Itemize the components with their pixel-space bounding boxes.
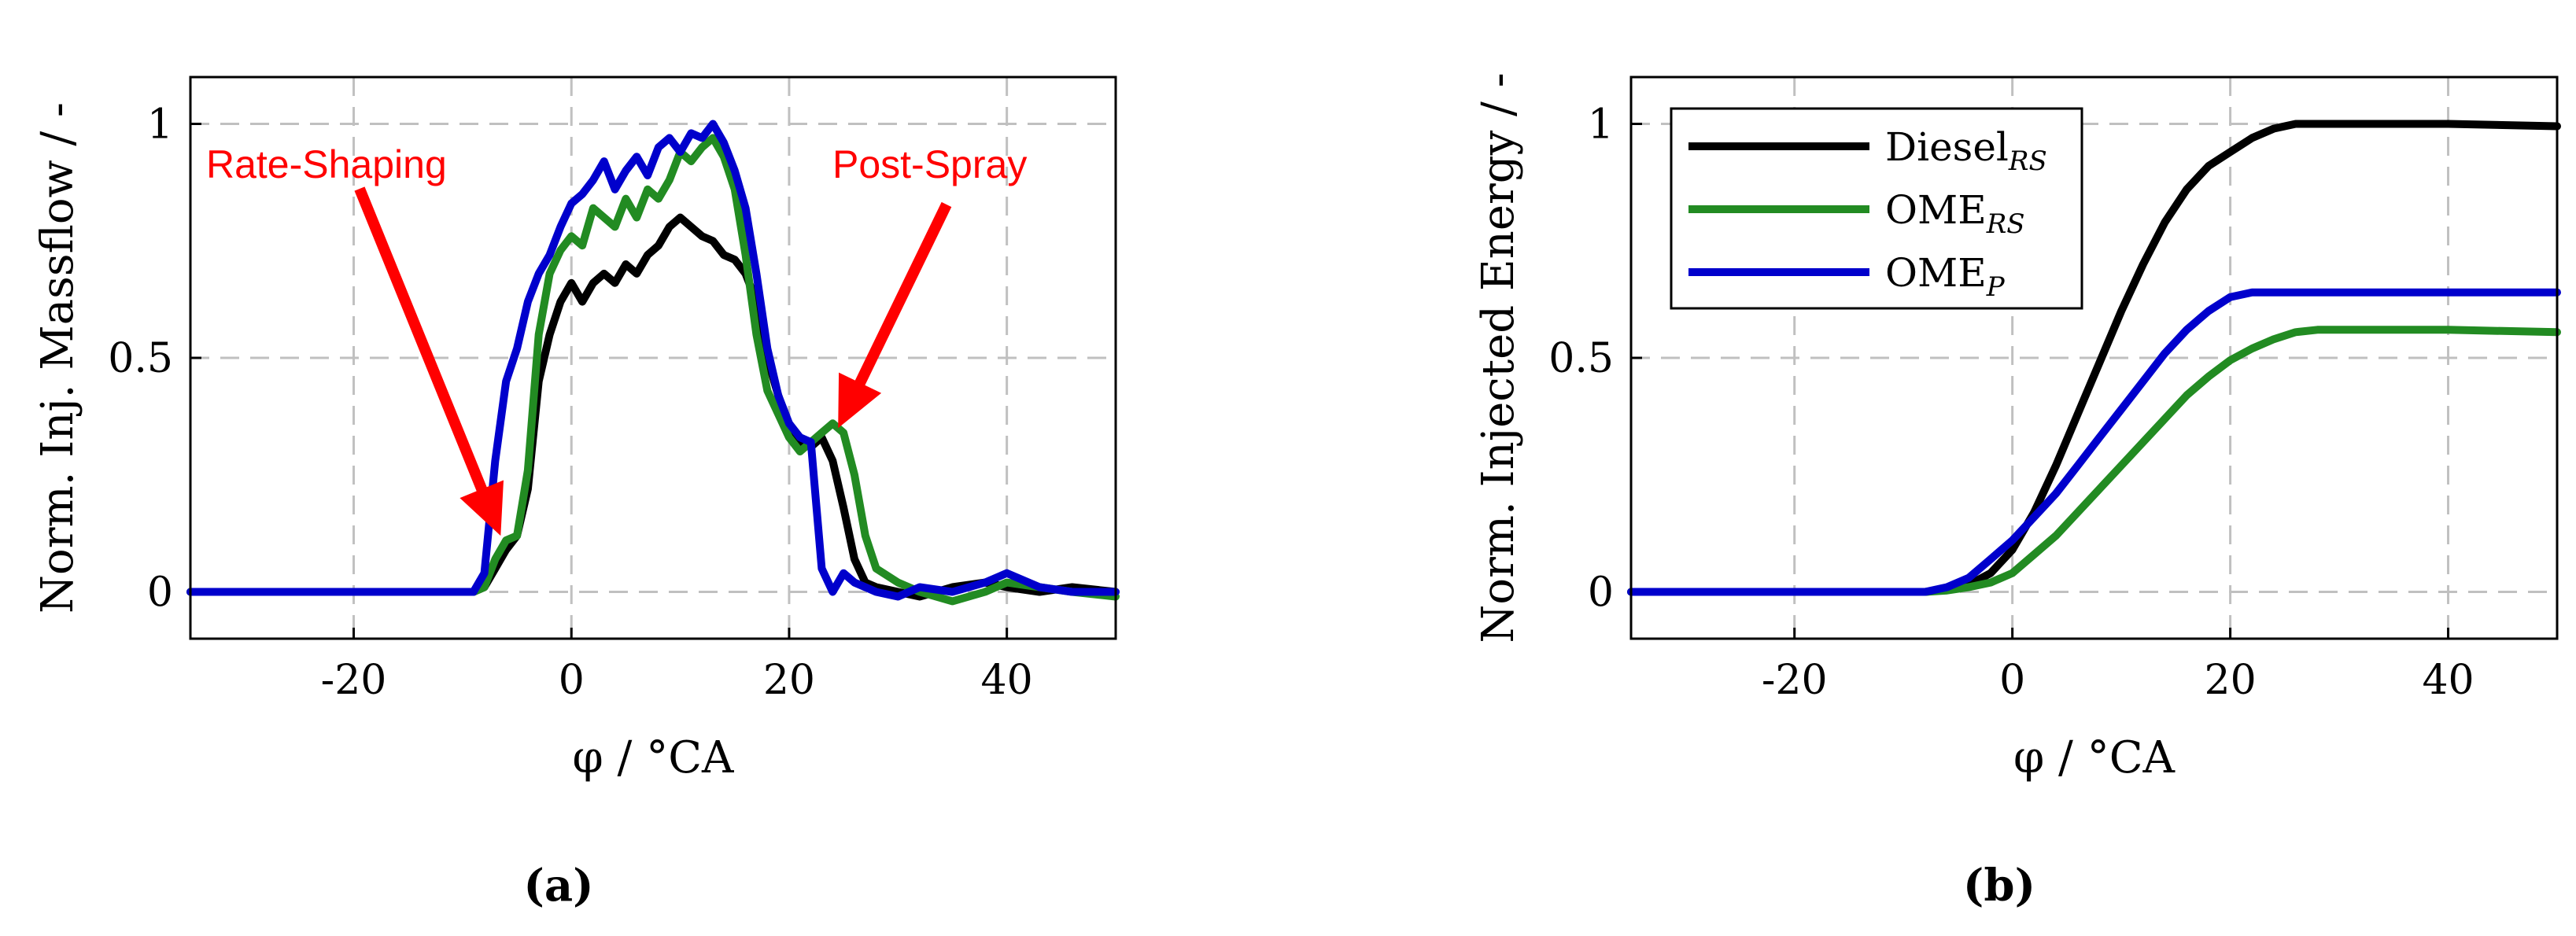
legend-label-ome-p: OMEP [1885, 250, 2006, 303]
legend: DieselRS OMERS OMEP [1670, 107, 2083, 310]
annotation-rate-shaping: Rate-Shaping [206, 142, 447, 186]
legend-label-sub: P [1986, 271, 2006, 303]
legend-label-base: OME [1885, 250, 1987, 296]
y-tick-label: 0 [1588, 569, 1614, 617]
legend-label-sub: RS [1986, 208, 2025, 240]
y-axis-label: Norm. Inj. Massflow / - [32, 102, 83, 614]
x-tick-label: 0 [1999, 657, 2025, 704]
y-axis-label: Norm. Injected Energy / - [1473, 72, 1524, 643]
legend-label-diesel-rs: DieselRS [1885, 124, 2047, 177]
x-tick-label: 40 [981, 657, 1033, 704]
y-tick-label: 0.5 [108, 335, 173, 382]
legend-label-base: Diesel [1885, 124, 2009, 170]
x-axis-label: φ / °CA [573, 732, 735, 783]
plot-frame [1629, 76, 2559, 640]
x-tick-label: 20 [2205, 657, 2257, 704]
y-tick-label: 0 [147, 569, 173, 617]
legend-label-ome-rs: OMERS [1885, 187, 2025, 240]
x-tick-label: -20 [1762, 657, 1828, 704]
annotation-arrow-post-spray [838, 201, 952, 429]
annotation-arrow-rate-shaping [354, 186, 504, 536]
series-line-3 [186, 120, 1120, 601]
panel-caption-a: (a) [523, 860, 593, 912]
plot-frame [189, 76, 1117, 640]
panel-caption-b: (b) [1963, 860, 2035, 912]
tick-labels: -20 0 20 40 0 0.5 1 [1548, 101, 2474, 705]
x-axis-label: φ / °CA [2013, 732, 2176, 783]
annotations: Rate-Shaping Post-Spray [206, 142, 1027, 536]
tick-labels: -20 0 20 40 0 0.5 1 [108, 101, 1032, 705]
y-tick-label: 1 [1588, 101, 1614, 149]
y-tick-label: 1 [147, 101, 173, 149]
y-tick-label: 0.5 [1548, 335, 1614, 382]
annotation-post-spray: Post-Spray [832, 142, 1027, 186]
x-tick-label: -20 [321, 657, 387, 704]
x-tick-label: 20 [763, 657, 815, 704]
series-group [186, 120, 1120, 606]
series-group [1627, 120, 2561, 596]
chart-panel-b: -20 0 20 40 0 0.5 1 φ / °CA Norm. Injected Ene… [1473, 72, 2561, 912]
legend-label-sub: RS [2008, 146, 2047, 177]
x-tick-label: 0 [559, 657, 585, 704]
legend-label-base: OME [1885, 187, 1987, 233]
series-line-3 [1627, 288, 2561, 596]
series-line-2 [186, 134, 1120, 606]
x-tick-label: 40 [2422, 657, 2474, 704]
chart-panel-a: -20 0 20 40 0 0.5 1 φ / °CA Norm. Inj. Massflo… [32, 76, 1120, 912]
series-line-2 [1627, 326, 2561, 596]
